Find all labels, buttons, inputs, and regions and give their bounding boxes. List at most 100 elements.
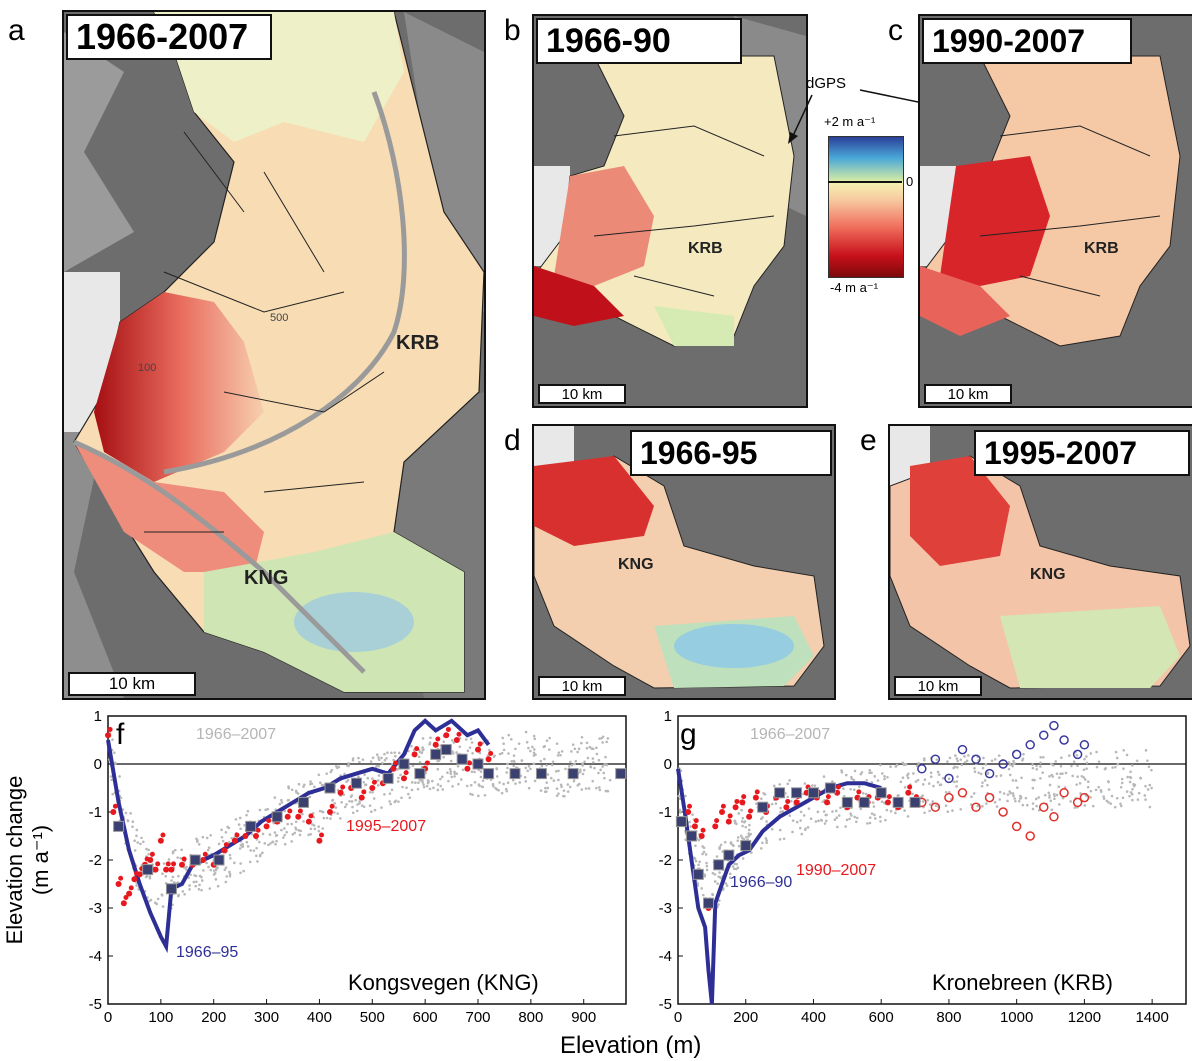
f-cloud-point [156,897,160,901]
f-cloud-point [451,750,454,753]
g-point [884,799,891,806]
g-series-3 [917,720,1090,784]
f-cloud-point [597,758,601,762]
f-cloud-point [410,781,414,784]
g-cloud-point [855,816,859,820]
f-cloud-point [119,796,123,800]
g-cloud-point [1107,801,1110,804]
f-cloud-point [512,764,515,768]
f-cloud-point [230,836,234,840]
f-cloud-point [147,899,151,903]
g-cloud-point [1042,755,1045,759]
g-ytick-label: -2 [659,852,672,869]
g-cloud-point [1110,794,1114,798]
g-cloud-point [883,777,886,781]
f-cloud-point [268,833,272,836]
g-cloud-point [885,808,889,812]
g-cloud-point [1125,790,1129,793]
f-bin-square [567,768,579,780]
g-cloud-point [804,827,807,830]
f-cloud-point [297,782,301,786]
g-cloud-point [1085,755,1088,758]
g-point [783,804,790,811]
kng-label-d: KNG [618,556,654,573]
f-cloud-point [405,786,408,790]
g-cloud-point [870,812,874,815]
f-cloud-point [142,840,145,844]
f-cloud-point [188,884,191,887]
f-bin-square [615,768,627,780]
f-point [118,875,124,881]
g-cloud-point [1135,759,1139,763]
g-cloud-point [788,814,792,817]
f-cloud-point [545,739,549,742]
g-bin-square [740,840,752,852]
f-cloud-point [583,760,586,764]
g-cloud-point [944,804,948,807]
scale-bar-b: 10 km [538,384,626,404]
f-point [131,876,138,883]
g-cloud-point [1055,772,1059,776]
g-cloud-point [839,806,842,810]
g-cloud-point [849,787,852,791]
f-cloud-point [194,884,198,888]
g-cloud-point [1078,782,1082,785]
f-cloud-point [362,805,366,809]
f-cloud-point [307,833,310,837]
f-cloud-point [390,751,393,755]
g-cloud-point [778,783,782,786]
chart-f-title: Kongsvegen (KNG) [348,970,539,995]
f-cloud-point [348,799,351,803]
g-cloud-point [853,769,857,773]
f-cloud-point [377,779,380,782]
g-cloud-point [997,754,1001,757]
g-cloud-point [786,795,790,799]
f-cloud-point [317,773,321,777]
g-cloud-point [747,828,751,832]
g-cloud-point [702,850,706,854]
f-cloud-point [418,761,422,764]
f-cloud-point [529,767,532,771]
f-point [371,779,377,785]
g-cloud-point [901,761,905,765]
f-cloud-point [376,784,380,787]
f-cloud-point [441,775,444,779]
f-cloud-point [524,766,528,770]
g-cloud-point [995,774,998,778]
g-cloud-point [1119,802,1122,806]
g-cloud-point [984,763,988,766]
g-cloud-point [677,794,681,798]
g-cloud-point [980,784,984,788]
f-cloud-point [228,853,232,857]
f-cloud-point [410,788,414,792]
f-cloud-point [450,739,454,742]
f-point [435,736,441,742]
g-cloud-point [1048,794,1051,797]
g-cloud-point [737,844,741,848]
g-bin-square [909,796,921,808]
g-cloud-point [1086,780,1090,784]
f-cloud-point [533,737,537,741]
f-cloud-point [601,765,604,768]
f-point [253,833,259,839]
g-cloud-point [1014,799,1017,803]
f-cloud-point [148,875,152,879]
f-cloud-point [567,765,571,768]
g-cloud-point [880,800,884,803]
f-cloud-point [532,762,536,766]
g-cloud-point [694,859,698,863]
g-cloud-point [929,771,933,775]
f-point [287,808,293,814]
f-cloud-point [608,778,612,782]
g-cloud-point [1031,807,1035,811]
f-cloud-point [245,840,249,844]
f-cloud-point [585,746,589,750]
g-cloud-point [700,887,704,890]
g-cloud-point [853,815,856,819]
f-cloud-point [261,832,265,836]
scale-bar-c: 10 km [924,384,1012,404]
f-cloud-point [506,762,509,766]
g-point [856,789,862,795]
g-bin-square [892,796,904,808]
f-cloud-point [592,761,595,764]
